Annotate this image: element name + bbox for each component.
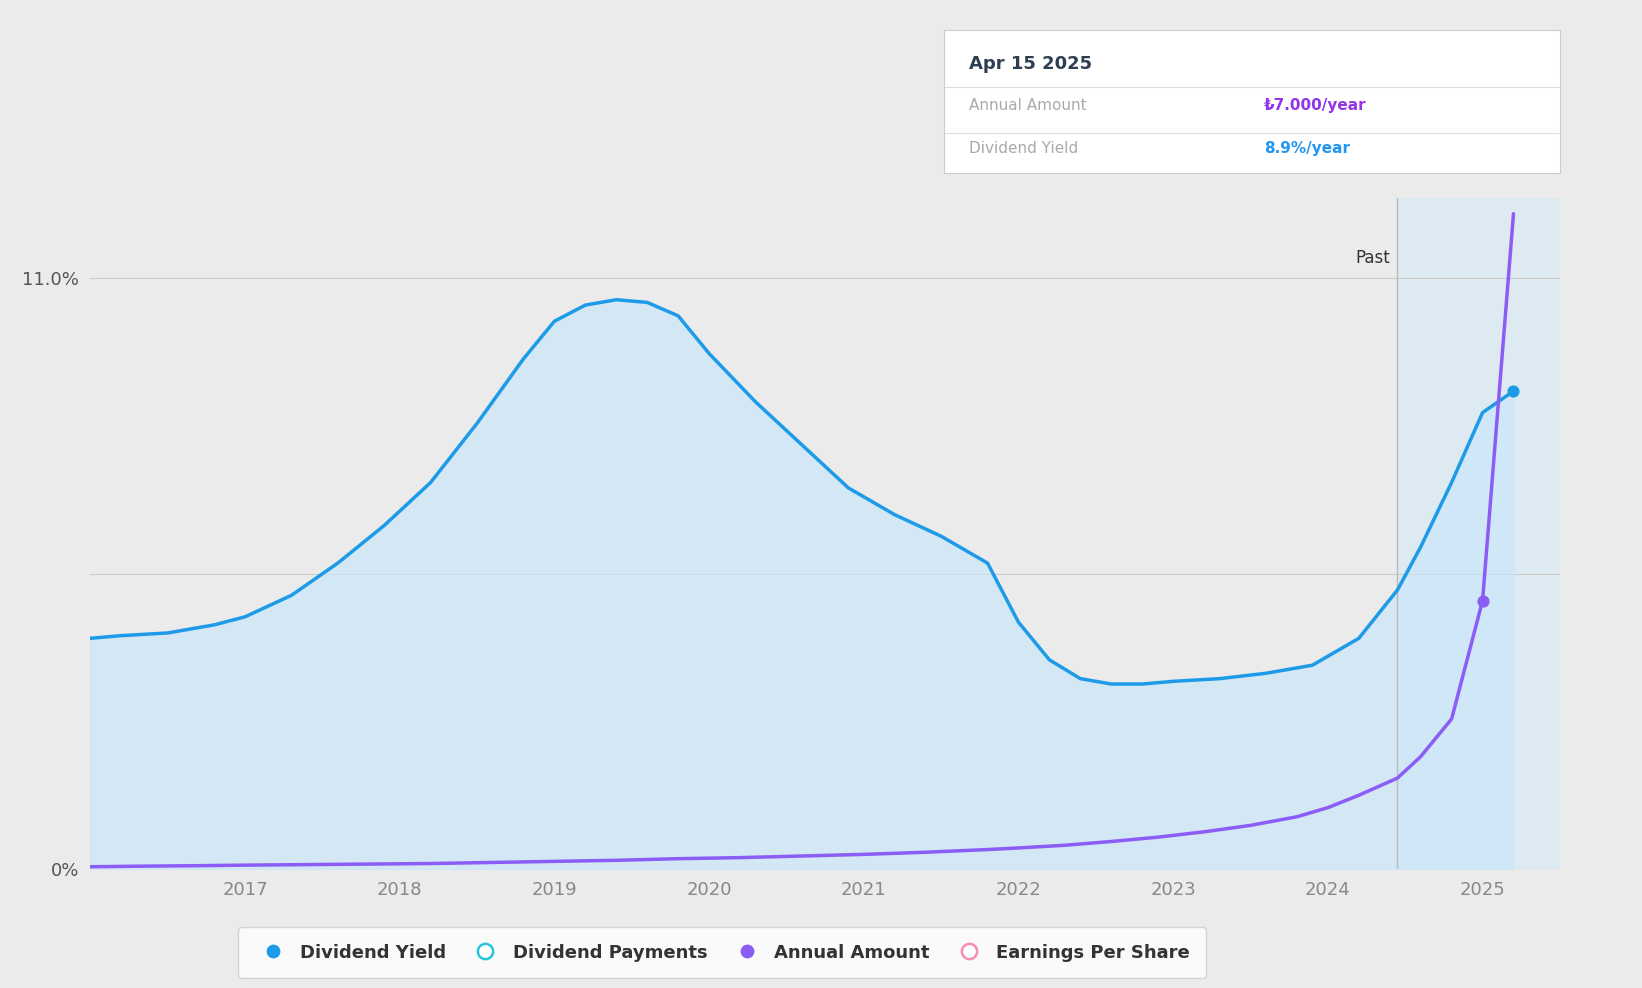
Point xyxy=(1470,593,1496,609)
Legend: Dividend Yield, Dividend Payments, Annual Amount, Earnings Per Share: Dividend Yield, Dividend Payments, Annua… xyxy=(238,928,1207,978)
Point xyxy=(1501,383,1527,399)
Bar xyxy=(1397,198,1637,869)
Text: ₺7.000/year: ₺7.000/year xyxy=(1264,99,1366,114)
Text: Past: Past xyxy=(1355,250,1389,268)
Text: Annual Amount: Annual Amount xyxy=(969,99,1087,114)
Text: Dividend Yield: Dividend Yield xyxy=(969,141,1079,156)
Text: Apr 15 2025: Apr 15 2025 xyxy=(969,55,1092,73)
Text: 8.9%/year: 8.9%/year xyxy=(1264,141,1350,156)
